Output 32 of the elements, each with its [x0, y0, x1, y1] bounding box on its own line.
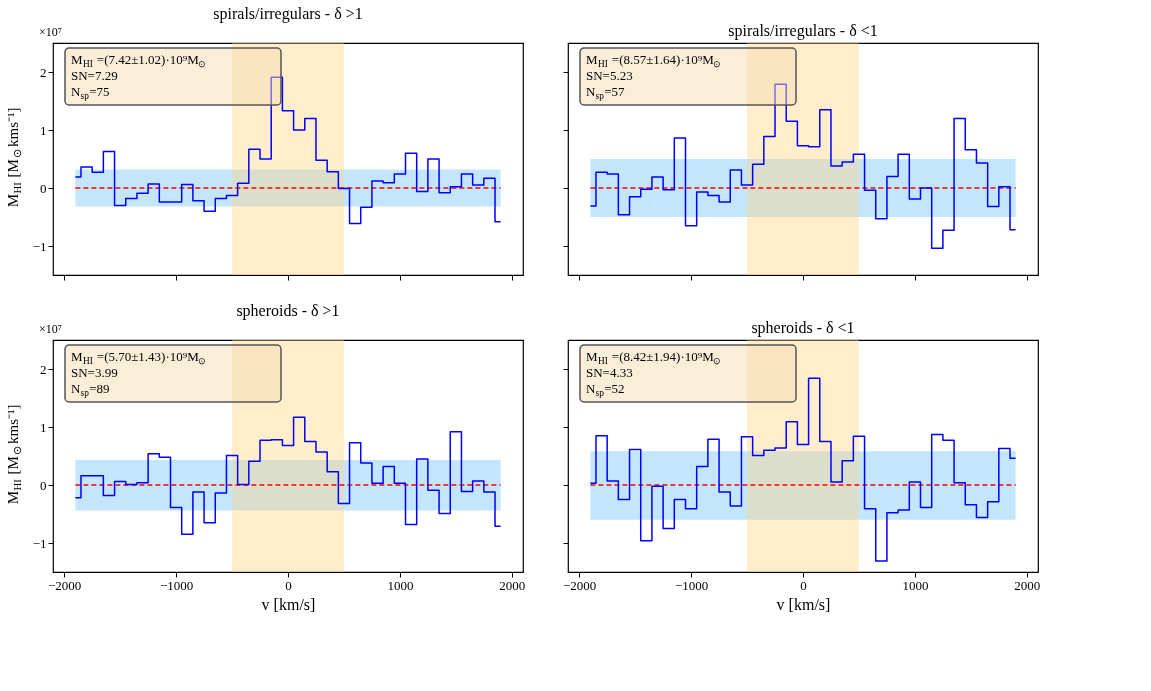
y-axis-title: MHI[M⊙kms⁻¹]	[5, 107, 23, 208]
chart-title: spirals/irregulars - δ <1	[728, 22, 878, 40]
annotation: SN=3.99	[71, 365, 118, 380]
x-tick-label: 0	[285, 577, 292, 593]
chart-title: spheroids - δ <1	[751, 319, 855, 337]
annotation: SN=4.33	[586, 365, 633, 380]
x-tick-label: 1000	[902, 577, 929, 593]
y-tick-label: 1	[40, 419, 47, 435]
annotation: SN=7.29	[71, 68, 118, 83]
x-axis-title: v [km/s]	[261, 595, 316, 613]
x-tick-label: 2000	[499, 577, 526, 593]
y-tick-label: 0	[40, 180, 47, 196]
y-tick-label: −1	[32, 238, 47, 254]
y-tick-label: −1	[32, 535, 47, 551]
x-axis-title: v [km/s]	[776, 595, 831, 613]
y-tick-label: 0	[40, 477, 47, 493]
x-tick-label: −2000	[48, 577, 82, 593]
x-tick-label: −1000	[159, 577, 194, 593]
y-tick-label: 2	[40, 361, 47, 377]
y-tick-label: 1	[40, 122, 47, 138]
text: ×10⁷	[39, 322, 62, 336]
text: ×10⁷	[39, 25, 62, 39]
x-tick-label: 0	[800, 577, 807, 593]
chart-title: spheroids - δ >1	[236, 302, 340, 320]
y-tick-label: 2	[40, 64, 47, 80]
x-tick-label: 1000	[387, 577, 414, 593]
x-tick-label: −2000	[563, 577, 597, 593]
x-tick-label: −1000	[674, 577, 709, 593]
annotation: SN=5.23	[586, 68, 633, 83]
x-tick-label: 2000	[1014, 577, 1041, 593]
chart-title: spirals/irregulars - δ >1	[213, 5, 363, 23]
y-axis-title: MHI[M⊙kms⁻¹]	[5, 404, 23, 505]
